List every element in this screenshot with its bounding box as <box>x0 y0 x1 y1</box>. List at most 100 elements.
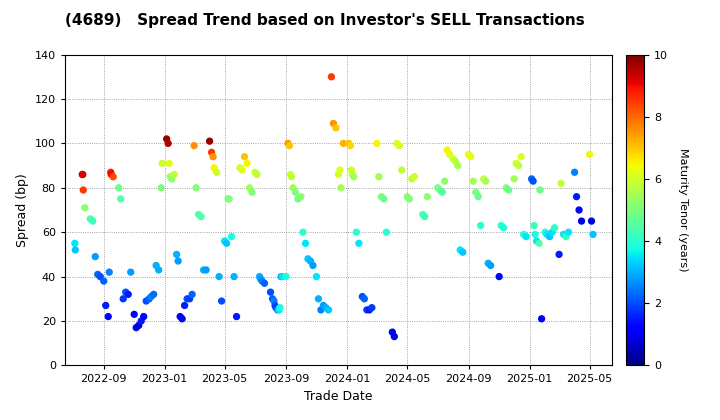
Point <box>457 249 469 255</box>
Point <box>452 162 464 169</box>
Point <box>273 307 284 313</box>
Point <box>234 165 246 171</box>
Point <box>179 302 190 309</box>
Point <box>387 329 398 336</box>
Point <box>256 278 268 284</box>
Point <box>544 233 555 240</box>
Point <box>219 238 230 244</box>
Point <box>576 218 588 224</box>
Point <box>346 167 357 173</box>
Point <box>359 295 370 302</box>
Point <box>467 178 479 184</box>
Point <box>470 189 482 196</box>
Point <box>373 173 384 180</box>
Point <box>539 229 551 236</box>
Point <box>449 158 461 165</box>
Point <box>516 153 527 160</box>
Point <box>216 298 228 304</box>
Point <box>172 258 184 265</box>
Point <box>241 160 253 167</box>
Point <box>249 169 261 176</box>
Point <box>478 176 490 182</box>
Point <box>208 165 220 171</box>
Point <box>498 224 510 231</box>
Point <box>320 304 332 311</box>
Point <box>161 136 172 142</box>
Point <box>269 302 281 309</box>
Point <box>521 233 532 240</box>
Point <box>454 247 466 253</box>
Point <box>346 171 358 178</box>
Point <box>105 169 117 176</box>
Point <box>138 313 150 320</box>
Point <box>584 151 595 158</box>
Point <box>571 193 582 200</box>
Point <box>569 169 580 176</box>
Point <box>295 193 307 200</box>
Point <box>200 267 212 273</box>
Point <box>148 291 159 298</box>
Point <box>441 147 453 153</box>
Point <box>251 171 263 178</box>
Point <box>588 231 599 238</box>
Point <box>76 171 88 178</box>
Point <box>193 211 204 218</box>
Point <box>513 162 524 169</box>
Point <box>531 238 542 244</box>
Y-axis label: Spread (bp): Spread (bp) <box>16 173 29 247</box>
Point <box>351 229 362 236</box>
Point <box>226 233 238 240</box>
Point <box>330 124 342 131</box>
Point <box>518 231 529 238</box>
Point <box>485 262 496 269</box>
Point <box>100 302 112 309</box>
Point <box>300 240 311 247</box>
Point <box>107 173 119 180</box>
Point <box>280 273 292 280</box>
Point <box>113 184 125 191</box>
Point <box>508 176 520 182</box>
Point <box>166 176 177 182</box>
Point <box>376 193 387 200</box>
Point <box>328 120 339 127</box>
Point <box>419 213 431 220</box>
Point <box>563 229 575 236</box>
Point <box>529 231 541 238</box>
Point <box>105 171 117 178</box>
Point <box>120 289 132 296</box>
Point <box>323 307 334 313</box>
Point <box>128 311 140 318</box>
Point <box>221 240 233 247</box>
Point <box>207 153 219 160</box>
Point <box>174 313 186 320</box>
Point <box>275 273 287 280</box>
Point <box>181 295 193 302</box>
Point <box>465 153 477 160</box>
Point <box>145 293 157 300</box>
Point <box>89 253 101 260</box>
Point <box>310 273 322 280</box>
Point <box>104 269 115 276</box>
Point <box>153 267 164 273</box>
Point <box>366 304 377 311</box>
Point <box>125 269 137 276</box>
Point <box>265 289 276 296</box>
Point <box>117 295 129 302</box>
Y-axis label: Maturity Tenor (years): Maturity Tenor (years) <box>678 148 688 272</box>
Point <box>353 240 364 247</box>
Point <box>503 186 514 193</box>
Point <box>325 74 337 80</box>
Point <box>495 222 507 229</box>
Point <box>297 229 309 236</box>
Point <box>189 142 200 149</box>
Point <box>378 196 390 202</box>
Point <box>335 184 346 191</box>
Point <box>236 167 248 173</box>
Point <box>553 251 564 258</box>
Point <box>84 215 96 222</box>
Point <box>269 298 280 304</box>
Point <box>255 276 266 282</box>
Point <box>156 160 168 167</box>
Point <box>204 138 215 144</box>
Point <box>171 251 182 258</box>
